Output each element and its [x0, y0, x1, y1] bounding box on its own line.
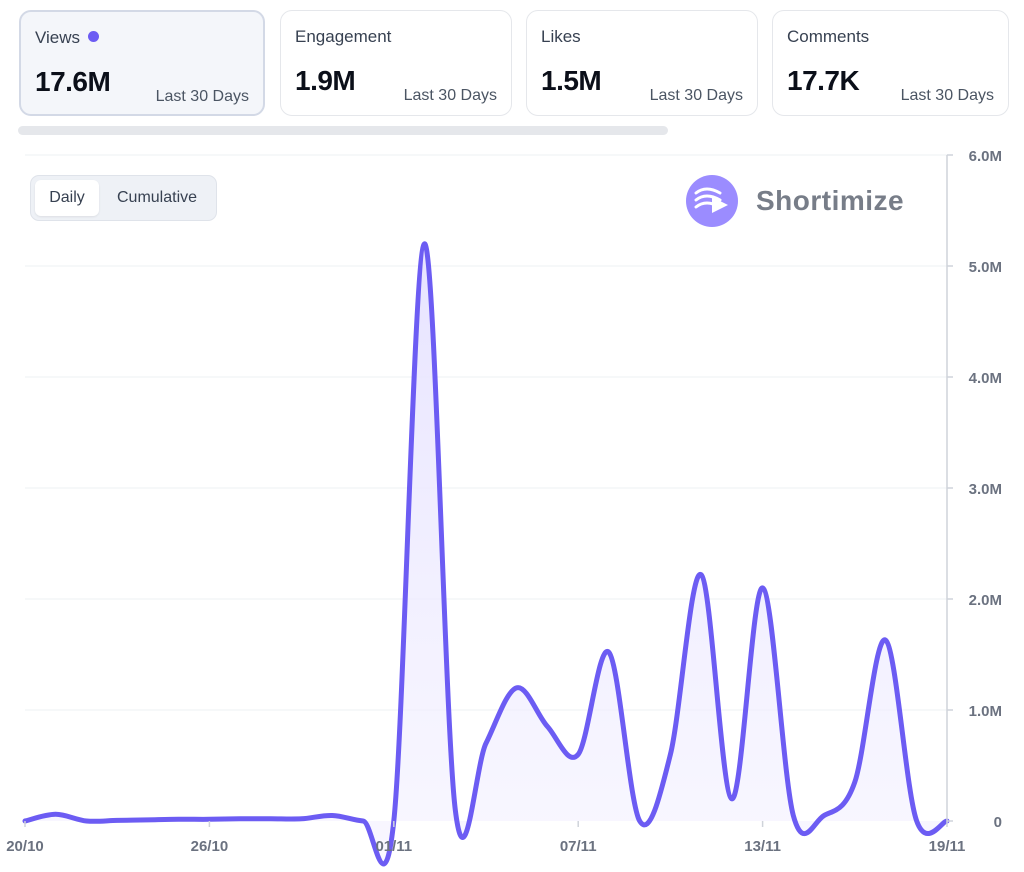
data-point[interactable] — [83, 818, 89, 824]
data-point[interactable] — [667, 751, 673, 757]
comments-period: Last 30 Days — [900, 87, 994, 104]
data-point[interactable] — [360, 818, 366, 824]
views-period: Last 30 Days — [155, 88, 249, 105]
y-tick-label: 3.0M — [969, 481, 1002, 498]
data-point[interactable] — [852, 779, 858, 785]
y-tick-label: 6.0M — [969, 148, 1002, 165]
comments-label: Comments — [787, 27, 870, 46]
data-point[interactable] — [913, 817, 919, 823]
x-tick-label: 20/10 — [6, 838, 44, 855]
engagement-value: 1.9M — [295, 65, 356, 96]
data-point[interactable] — [329, 812, 335, 818]
views-area — [25, 243, 947, 864]
views-line — [22, 241, 950, 867]
x-tick-label: 07/11 — [560, 838, 597, 855]
likes-label: Likes — [541, 27, 581, 46]
play-wave-logo-icon — [686, 175, 738, 227]
data-point[interactable] — [422, 241, 428, 247]
data-point[interactable] — [544, 724, 550, 730]
daily-toggle-option[interactable]: Daily — [35, 180, 99, 216]
data-point[interactable] — [514, 685, 520, 691]
data-point[interactable] — [637, 818, 643, 824]
data-point[interactable] — [790, 812, 796, 818]
y-tick-label: 1.0M — [969, 703, 1002, 720]
data-point[interactable] — [176, 816, 182, 822]
engagement-card[interactable]: Engagement 1.9M Last 30 Days — [280, 10, 512, 116]
y-tick-label: 2.0M — [969, 592, 1002, 609]
data-point[interactable] — [698, 572, 704, 578]
selected-dot-icon — [88, 31, 100, 42]
views-chart: 0 1.0M 2.0M 3.0M 4.0M 5.0M 6.0M 20/10 26/10 01/1… — [6, 148, 1002, 867]
x-tick-label: 13/11 — [744, 838, 781, 855]
views-label: Views — [35, 28, 100, 48]
comments-card[interactable]: Comments 17.7K Last 30 Days — [772, 10, 1009, 116]
x-axis: 20/10 26/10 01/11 07/11 13/11 19/11 — [6, 821, 965, 855]
engagement-period: Last 30 Days — [403, 87, 497, 104]
data-point[interactable] — [114, 817, 120, 823]
data-point[interactable] — [22, 818, 28, 824]
views-value: 17.6M — [35, 66, 111, 97]
data-point[interactable] — [452, 807, 458, 813]
chart-gridlines — [25, 154, 947, 711]
x-tick-label: 26/10 — [191, 838, 229, 855]
view-mode-toggle[interactable]: Daily Cumulative — [30, 175, 217, 221]
data-point[interactable] — [483, 740, 489, 746]
y-axis: 0 1.0M 2.0M 3.0M 4.0M 5.0M 6.0M — [947, 148, 1002, 831]
data-point[interactable] — [821, 812, 827, 818]
data-point[interactable] — [760, 585, 766, 591]
data-point[interactable] — [944, 818, 950, 824]
y-tick-label: 5.0M — [969, 259, 1002, 276]
views-card[interactable]: Views 17.6M Last 30 Days — [19, 10, 265, 116]
x-tick-label: 19/11 — [929, 838, 966, 855]
data-point[interactable] — [391, 818, 397, 824]
y-tick-label: 4.0M — [969, 370, 1002, 387]
engagement-label: Engagement — [295, 27, 392, 46]
data-point[interactable] — [883, 637, 889, 643]
data-point[interactable] — [206, 816, 212, 822]
cumulative-toggle-option[interactable]: Cumulative — [116, 189, 198, 206]
likes-value: 1.5M — [541, 65, 602, 96]
brand-watermark: Shortimize — [686, 175, 904, 227]
data-point[interactable] — [575, 751, 581, 757]
data-point[interactable] — [145, 817, 151, 823]
horizontal-scrollbar[interactable] — [18, 126, 668, 135]
data-point[interactable] — [299, 816, 305, 822]
data-point[interactable] — [53, 811, 59, 817]
data-point[interactable] — [729, 796, 735, 802]
data-point[interactable] — [237, 816, 243, 822]
x-tick-label: 01/11 — [375, 838, 412, 855]
data-point[interactable] — [268, 816, 274, 822]
comments-value: 17.7K — [787, 65, 860, 96]
likes-card[interactable]: Likes 1.5M Last 30 Days — [526, 10, 758, 116]
y-tick-label: 0 — [994, 814, 1002, 831]
likes-period: Last 30 Days — [649, 87, 743, 104]
brand-name: Shortimize — [756, 185, 905, 216]
data-point[interactable] — [606, 649, 612, 655]
